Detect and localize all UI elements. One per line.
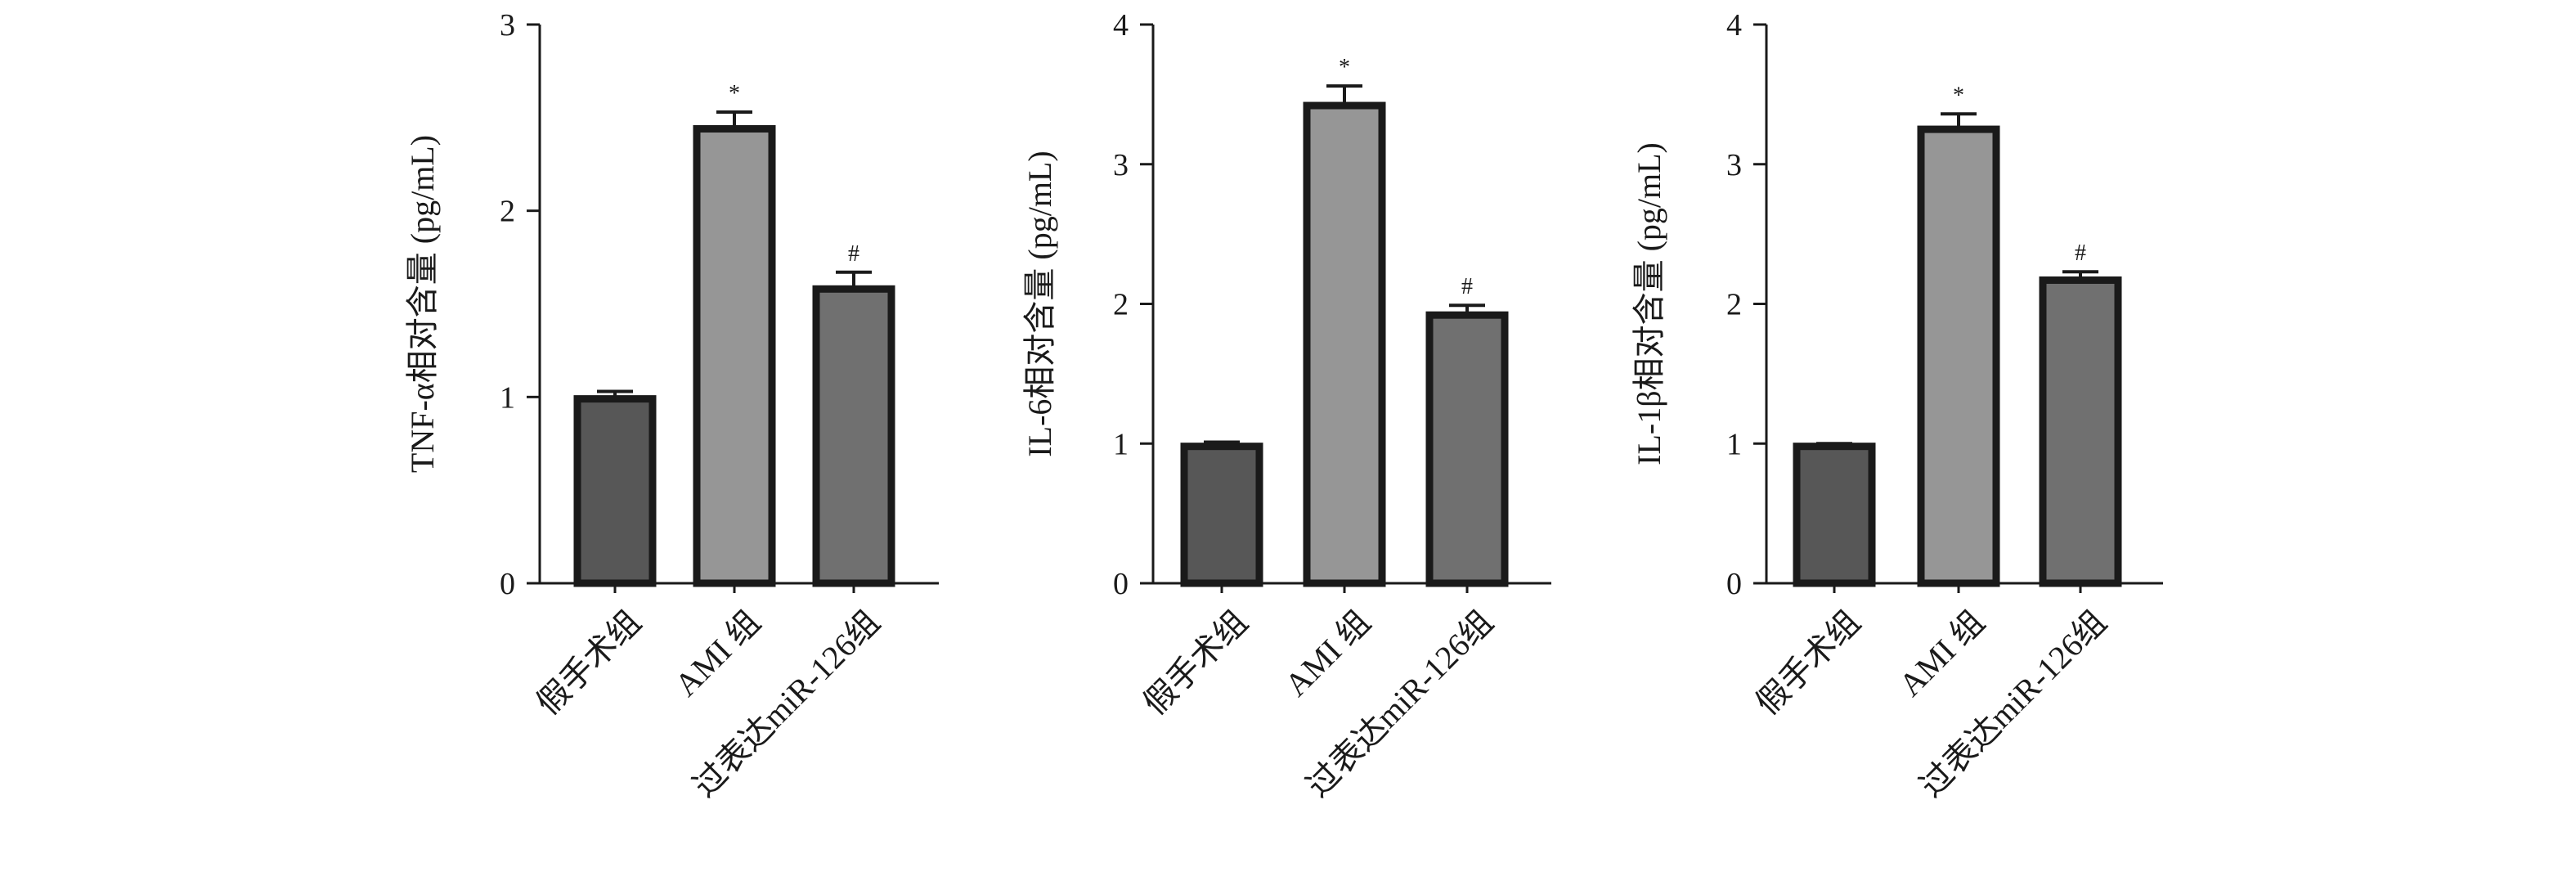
bar-3 xyxy=(1425,311,1509,587)
x-tick-label: AMI 组 xyxy=(1277,604,1377,703)
significance-mark: # xyxy=(2075,240,2086,266)
x-tick-label: 假手术组 xyxy=(529,604,648,722)
significance-mark: # xyxy=(1461,274,1473,299)
significance-mark: # xyxy=(848,241,859,267)
bar-1 xyxy=(1180,443,1263,587)
y-tick-label: 2 xyxy=(1113,288,1129,322)
y-tick-label: 0 xyxy=(500,567,515,601)
y-tick-label: 3 xyxy=(500,8,515,43)
y-tick-label: 0 xyxy=(1726,567,1742,601)
bar-2 xyxy=(693,124,776,587)
y-axis-label: TNF-α相对含量 (pg/mL) xyxy=(404,135,441,473)
y-tick-label: 4 xyxy=(1726,8,1742,43)
y-axis-label: IL-1β相对含量 (pg/mL) xyxy=(1631,142,1667,465)
y-axis-label: IL-6相对含量 (pg/mL) xyxy=(1021,151,1058,456)
significance-mark: * xyxy=(1953,83,1964,108)
x-tick-label: AMI 组 xyxy=(667,604,767,703)
y-tick-label: 3 xyxy=(1726,148,1742,182)
x-tick-label: AMI 组 xyxy=(1892,604,1991,703)
bar-2 xyxy=(1917,125,2000,587)
y-tick-label: 2 xyxy=(1726,288,1742,322)
bar-1 xyxy=(1793,443,1876,587)
x-tick-label: 假手术组 xyxy=(1748,604,1867,722)
y-tick-label: 0 xyxy=(1113,567,1129,601)
y-tick-label: 4 xyxy=(1113,8,1129,43)
y-tick-label: 3 xyxy=(1113,148,1129,182)
y-tick-label: 1 xyxy=(500,380,515,415)
significance-mark: * xyxy=(729,81,740,106)
bar-3 xyxy=(2039,276,2122,587)
y-tick-label: 2 xyxy=(500,195,515,229)
y-tick-label: 1 xyxy=(1726,427,1742,461)
bar-2 xyxy=(1303,101,1386,587)
bar-1 xyxy=(573,395,657,587)
y-tick-label: 1 xyxy=(1113,427,1129,461)
significance-mark: * xyxy=(1339,55,1350,80)
bar-3 xyxy=(812,285,895,587)
x-tick-label: 假手术组 xyxy=(1136,604,1254,722)
